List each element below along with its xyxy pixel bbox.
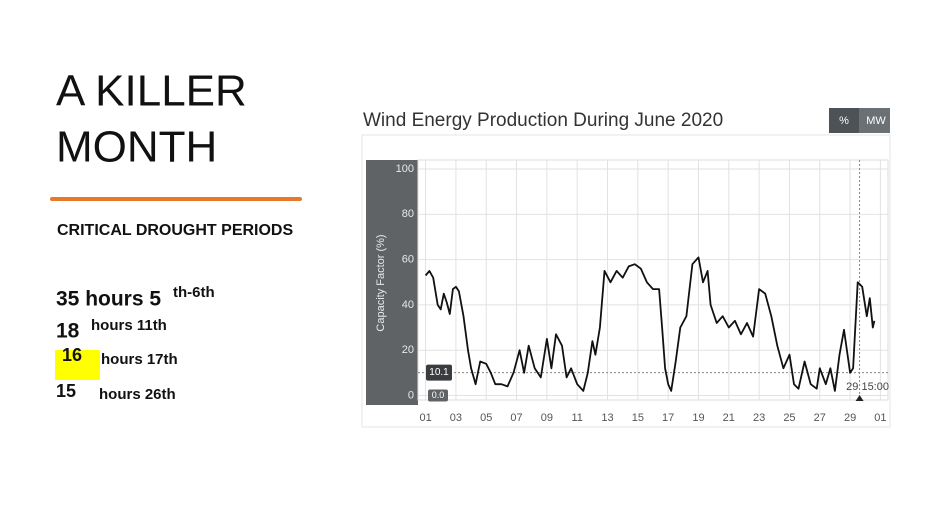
x-tick-label: 05 <box>480 412 492 424</box>
x-tick-label: 29 <box>844 412 856 424</box>
plot-area <box>417 159 889 401</box>
period-number: 15 <box>56 381 76 401</box>
unit-button[interactable] <box>859 108 890 133</box>
y-tick-label: 60 <box>402 254 414 266</box>
floor-label: 0.0 <box>432 390 445 400</box>
period-number: 16 <box>62 345 82 365</box>
period-text: hours 11th <box>91 317 167 334</box>
crosshair-y-box <box>426 364 452 381</box>
x-tick-label: 13 <box>601 412 613 424</box>
x-tick-label: 09 <box>541 412 553 424</box>
slide-title: MONTH <box>56 123 217 172</box>
y-axis-band <box>366 160 418 405</box>
subtitle: CRITICAL DROUGHT PERIODS <box>57 222 293 239</box>
line <box>424 256 876 392</box>
y-tick-label: 40 <box>402 299 414 311</box>
unit-button-label[interactable]: % <box>839 115 849 127</box>
period-text: hours 26th <box>99 386 176 403</box>
x-tick-label: 17 <box>662 412 674 424</box>
y-tick-label: 0 <box>408 389 414 401</box>
crosshair-y-label: 10.1 <box>429 367 449 378</box>
x-tick-label: 21 <box>723 412 735 424</box>
x-tick-label: 11 <box>571 412 582 424</box>
slide-title: A KILLER <box>56 67 247 116</box>
unit-button[interactable] <box>829 108 859 133</box>
crosshair-x-label: 29 15:00 <box>846 381 889 393</box>
floor-box <box>428 389 448 402</box>
unit-button-label[interactable]: MW <box>866 115 886 127</box>
y-tick-label: 100 <box>396 163 414 175</box>
x-tick-label: 07 <box>510 412 522 424</box>
x-tick-label: 27 <box>814 412 826 424</box>
period-sup: th-6th <box>173 284 215 301</box>
x-tick-label: 01 <box>419 412 431 424</box>
crosshair-marker <box>855 395 864 401</box>
period: 35 hours 5 <box>56 288 161 311</box>
x-tick-label: 01 <box>874 412 886 424</box>
highlight <box>55 350 100 380</box>
x-tick-label: 25 <box>783 412 795 424</box>
period-number: 18 <box>56 320 80 343</box>
x-tick-label: 23 <box>753 412 765 424</box>
x-tick-label: 15 <box>632 412 644 424</box>
period-text: hours 17th <box>101 351 178 368</box>
y-axis-label: Capacity Factor (%) <box>375 234 387 331</box>
x-tick-label: 19 <box>692 412 704 424</box>
chart-title: Wind Energy Production During June 2020 <box>363 110 723 131</box>
y-tick-label: 20 <box>402 344 414 356</box>
x-tick-label: 03 <box>450 412 462 424</box>
y-tick-label: 80 <box>402 208 414 220</box>
